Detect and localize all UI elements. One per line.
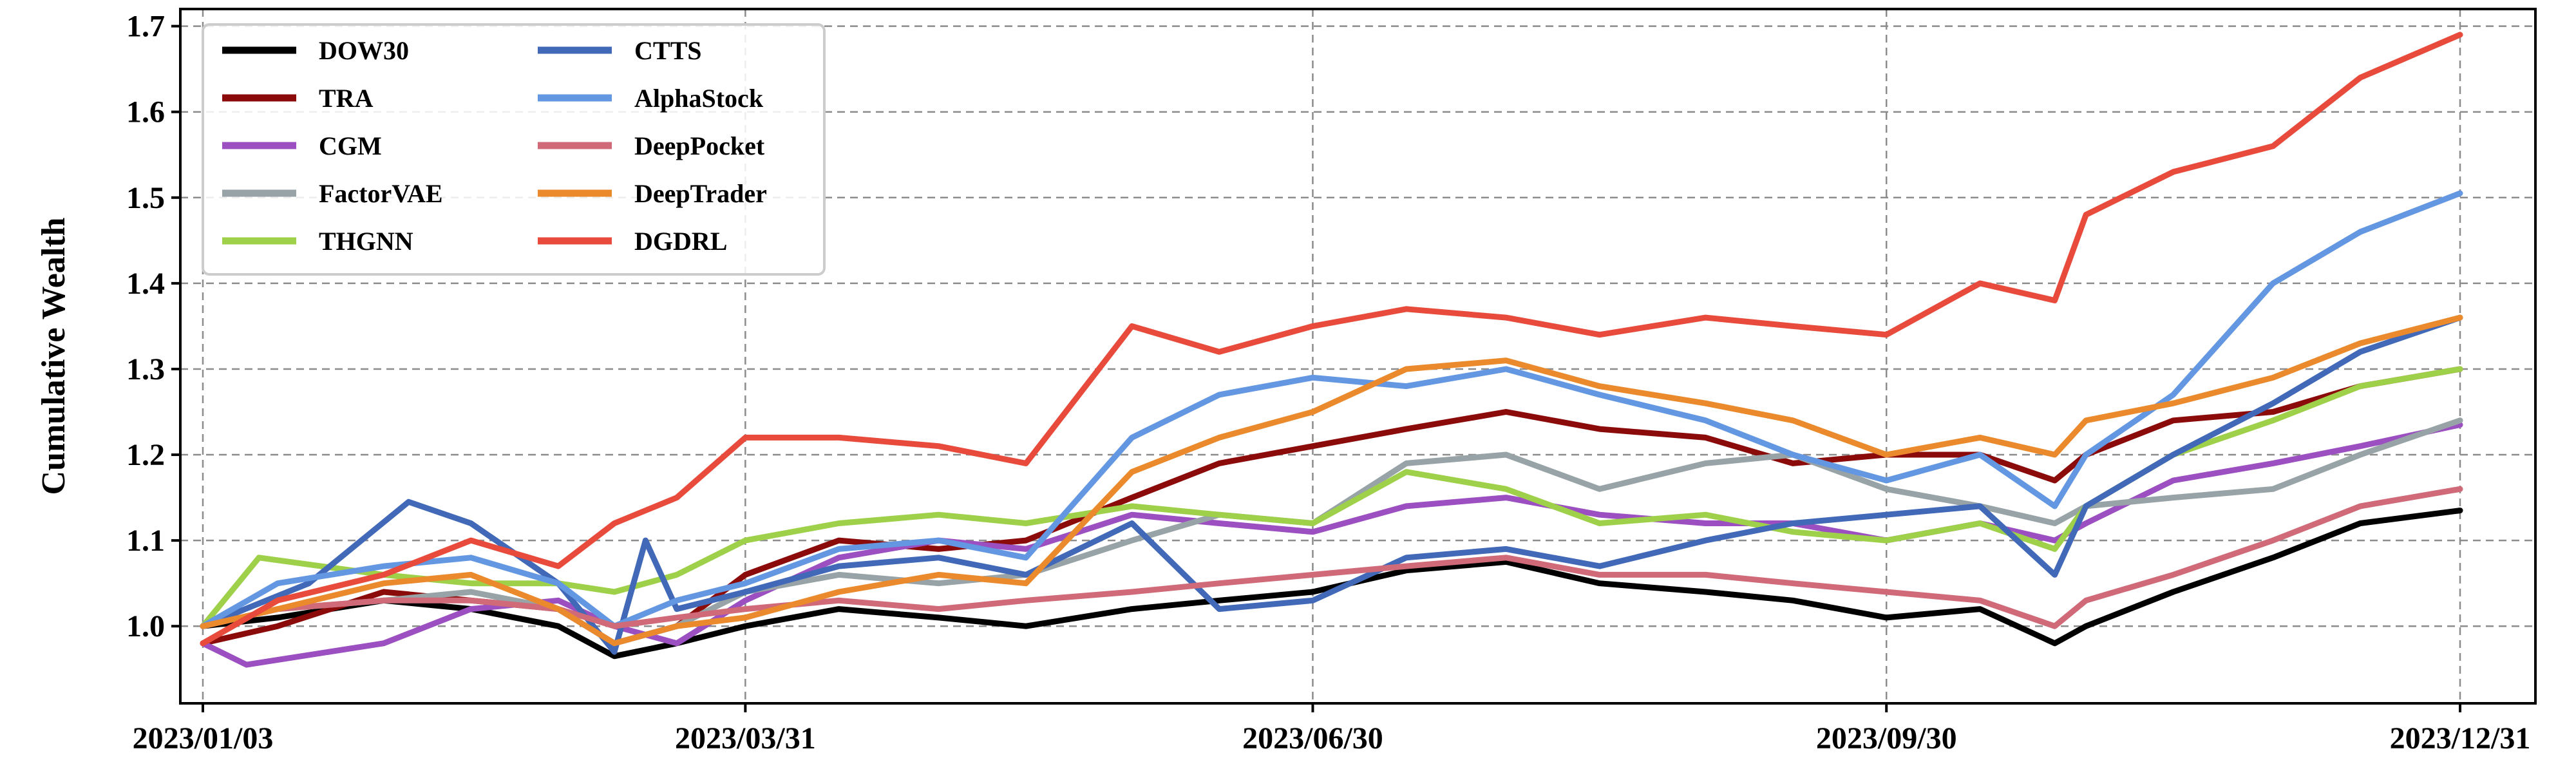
y-tick-label: 1.1 xyxy=(126,524,165,558)
plot-frame xyxy=(179,8,2537,705)
legend-label: CTTS xyxy=(634,36,702,65)
y-tick-label: 1.6 xyxy=(126,95,165,129)
series-line-dgdrl xyxy=(200,32,2463,647)
y-tick-label: 1.7 xyxy=(126,10,165,44)
legend-label: DGDRL xyxy=(634,227,727,256)
legend-label: TRA xyxy=(319,84,374,113)
legend-label: CGM xyxy=(319,131,382,160)
legend: DOW30 TRA CGM FactorVAE THGNN CTTS AlphaStock D… xyxy=(202,23,826,276)
legend-label: DeepPocket xyxy=(634,131,765,160)
series-lines xyxy=(200,32,2463,668)
legend-label: THGNN xyxy=(319,227,413,256)
x-tick-label: 2023/01/03 xyxy=(133,721,274,755)
y-tick-label: 1.3 xyxy=(126,352,165,386)
y-axis: 1.0 1.1 1.2 1.3 1.4 1.5 1.6 1.7 xyxy=(126,10,180,643)
x-tick-label: 2023/06/30 xyxy=(1242,721,1383,755)
x-tick-label: 2023/12/31 xyxy=(2390,721,2531,755)
legend-label: DeepTrader xyxy=(634,179,767,208)
y-tick-label: 1.4 xyxy=(126,267,165,301)
series-line-deeptrader xyxy=(200,314,2463,647)
x-axis: 2023/01/03 2023/03/31 2023/06/30 2023/09/30… xyxy=(133,703,2531,755)
series-line-cgm xyxy=(200,422,2463,668)
series-line-dow30 xyxy=(200,508,2463,660)
series-line-deeppocket xyxy=(200,486,2463,629)
x-tick-label: 2023/09/30 xyxy=(1816,721,1957,755)
y-tick-label: 1.0 xyxy=(126,609,165,643)
y-tick-label: 1.5 xyxy=(126,181,165,215)
legend-box xyxy=(202,23,826,276)
legend-label: FactorVAE xyxy=(319,179,443,208)
y-tick-label: 1.2 xyxy=(126,438,165,472)
x-tick-label: 2023/03/31 xyxy=(675,721,816,755)
legend-label: AlphaStock xyxy=(634,84,764,113)
legend-label: DOW30 xyxy=(319,36,409,65)
y-axis-title: Cumulative Wealth xyxy=(35,217,72,495)
series-line-thgnn xyxy=(200,366,2463,629)
series-line-alphastock xyxy=(200,190,2463,629)
